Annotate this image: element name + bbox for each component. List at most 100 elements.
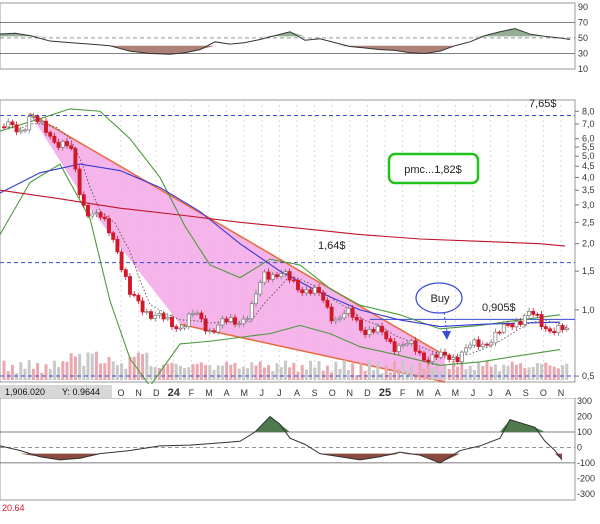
volume-bar [561,365,565,380]
candle-body [304,289,309,294]
x-tick-label: 24 [168,387,181,399]
candle-body [60,141,65,148]
candle-body [69,145,74,149]
candlesticks [2,112,569,366]
candle-body [552,330,557,334]
buy-arrow-head [442,331,451,340]
osc-tick-label: -200 [577,473,595,483]
band-lower-line [0,163,561,388]
osc-tick-label: 0 [577,442,582,452]
candle-body [560,325,565,330]
volume-bar [111,361,115,380]
x-tick-label: A [505,388,511,398]
x-tick-label: N [135,388,142,398]
x-tick-label: D [364,388,371,398]
candle-body [468,344,473,349]
candle-body [233,317,237,325]
volume-bar [107,356,111,380]
candle-body [157,313,162,316]
candle-body [321,292,326,301]
candle-body [300,289,305,294]
candle-body [413,340,418,352]
buy-bubble [415,282,463,314]
y-tick-label: 4,0 [582,172,595,182]
osc-positive-fill [0,416,562,432]
volume-bar [69,353,73,380]
candle-body [144,311,149,313]
candle-body [564,327,569,330]
volume-bar [115,365,119,380]
ma-mid-line [0,163,561,328]
candle-body [262,271,267,284]
candle-body [153,314,158,319]
volume-bar [78,353,82,380]
candle-body [27,116,32,131]
volume-bar [548,365,552,380]
candle-body [430,354,435,362]
volume-bar [233,362,237,380]
volume-bar [477,362,481,380]
candle-body [161,313,166,320]
candle-body [409,340,414,344]
volume-bar [132,356,136,380]
volume-bar [535,363,539,380]
candle-body [186,313,191,327]
rsi-line [0,28,571,55]
y-tick-label: 4,5 [582,161,595,171]
candle-body [224,318,229,322]
volume-bar [510,361,514,380]
buy-arrow-line [443,312,448,333]
volume-bar [292,362,296,380]
y-tick-label: 6,0 [582,134,595,144]
volume-bar [254,365,258,380]
candle-body [434,354,439,358]
volume-bar [61,361,65,380]
candle-body [308,289,313,294]
volume-bar [355,375,359,380]
volume-bar [241,366,245,380]
volume-bar [220,365,224,380]
volume-bar [363,370,367,380]
buy-label: Buy [431,293,450,305]
volume-bar [120,363,124,380]
volume-bar [246,368,250,380]
y-tick-label: 8,0 [582,106,595,116]
volume-bar [149,366,153,380]
candle-body [510,324,515,328]
candle-body [149,311,153,319]
rsi-y-axis: 90 70 50 30 10 [578,2,588,74]
readout-y: Y: 0.9644 [62,387,100,397]
candle-body [2,126,6,129]
volume-bar [485,361,489,380]
rsi-tick-label: 90 [578,2,588,12]
rsi-tick-label: 50 [578,33,588,43]
oscillator-panel [0,397,576,501]
candle-body [464,347,468,353]
bottom-left-value: 20.64 [2,503,25,513]
volume-bar [426,360,430,380]
volume-bar [229,364,233,380]
x-axis-band [0,384,575,398]
candle-body [514,321,519,328]
volume-bar [506,366,510,380]
candle-body [44,120,48,133]
candle-body [548,328,552,332]
candle-body [438,351,443,358]
volume-bar [250,362,254,380]
volume-bar [271,371,275,380]
osc-tick-label: 300 [577,396,592,406]
volume-bar [405,370,409,380]
candle-body [367,329,372,335]
volume-bar [187,367,191,380]
volume-bar [288,367,292,380]
y-tick-label: 5,0 [582,151,595,161]
rsi-tick-label: 30 [578,48,588,58]
volume-bar [82,365,86,380]
volume-bar [283,360,287,380]
candle-body [48,132,53,137]
volume-bar [397,369,401,380]
candle-body [426,359,431,362]
volume-bar [304,369,308,380]
